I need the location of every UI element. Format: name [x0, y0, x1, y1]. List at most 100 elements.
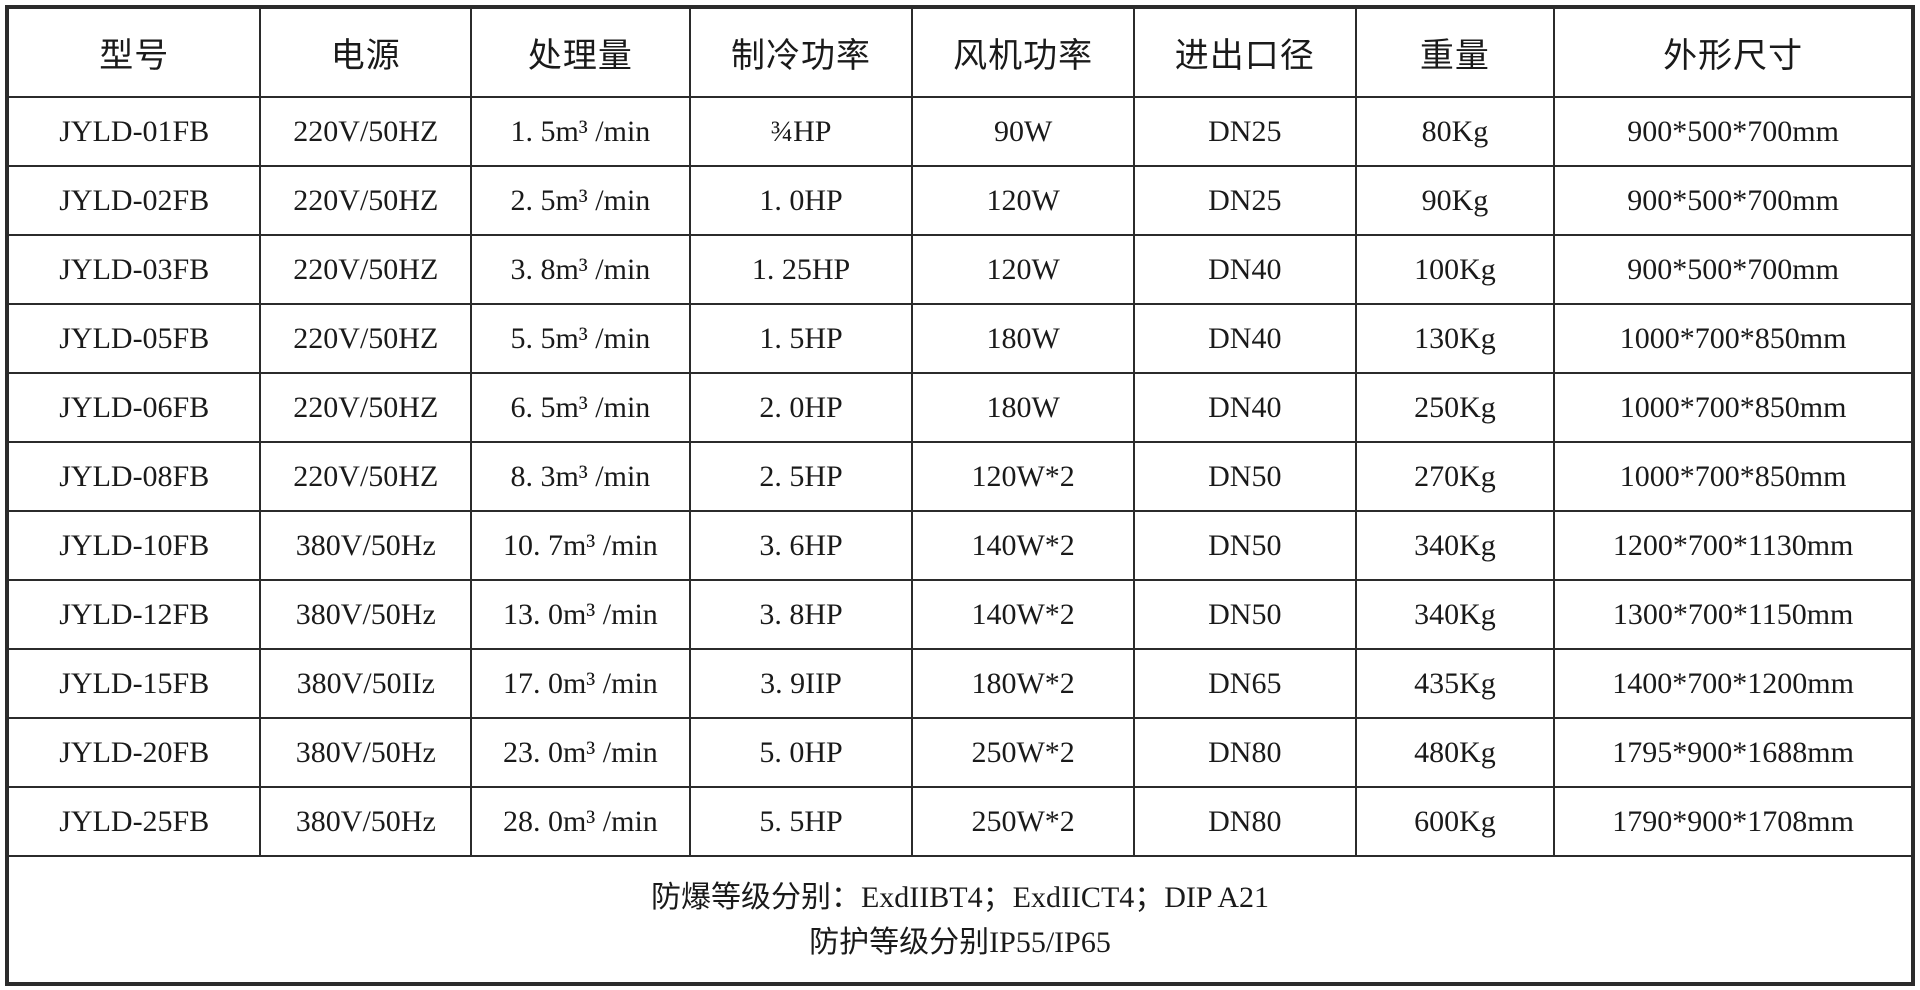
- cell-dimensions: 1000*700*850mm: [1553, 372, 1914, 443]
- column-header-capacity: 处理量: [470, 6, 691, 98]
- cell-capacity: 1. 5m³ /min: [470, 96, 691, 167]
- table-row: JYLD-05FB 220V/50HZ 5. 5m³ /min 1. 5HP 1…: [5, 303, 1914, 374]
- cell-port-diameter: DN25: [1132, 96, 1357, 167]
- cell-port-diameter: DN50: [1132, 579, 1357, 650]
- cell-cooling-power: 1. 25HP: [688, 234, 914, 305]
- cell-model: JYLD-25FB: [5, 786, 262, 857]
- cell-port-diameter: DN25: [1132, 165, 1357, 236]
- notes-row: 防爆等级分别：ExdIIBT4；ExdIICT4；DIP A21 防护等级分别I…: [6, 855, 1914, 985]
- cell-weight: 340Kg: [1354, 579, 1556, 650]
- column-header-power-supply: 电源: [259, 6, 473, 98]
- cell-capacity: 6. 5m³ /min: [470, 372, 691, 443]
- cell-capacity: 13. 0m³ /min: [470, 579, 691, 650]
- cell-dimensions: 1795*900*1688mm: [1553, 717, 1914, 788]
- cell-fan-power: 90W: [911, 96, 1135, 167]
- cell-cooling-power: 3. 9IIP: [688, 648, 914, 719]
- column-header-fan-power: 风机功率: [911, 6, 1135, 98]
- cell-dimensions: 1200*700*1130mm: [1553, 510, 1914, 581]
- cell-power-supply: 380V/50IIz: [259, 648, 473, 719]
- cell-capacity: 17. 0m³ /min: [470, 648, 691, 719]
- column-header-dimensions: 外形尺寸: [1553, 6, 1914, 98]
- cell-dimensions: 1000*700*850mm: [1553, 441, 1914, 512]
- cell-fan-power: 250W*2: [911, 717, 1135, 788]
- cell-cooling-power: 3. 6HP: [688, 510, 914, 581]
- cell-cooling-power: 1. 5HP: [688, 303, 914, 374]
- cell-fan-power: 180W: [911, 303, 1135, 374]
- cell-fan-power: 140W*2: [911, 579, 1135, 650]
- column-header-weight: 重量: [1354, 6, 1556, 98]
- cell-cooling-power: 2. 0HP: [688, 372, 914, 443]
- table-row: JYLD-15FB 380V/50IIz 17. 0m³ /min 3. 9II…: [5, 648, 1914, 719]
- cell-weight: 80Kg: [1354, 96, 1556, 167]
- cell-port-diameter: DN50: [1132, 510, 1357, 581]
- cell-capacity: 2. 5m³ /min: [470, 165, 691, 236]
- cell-port-diameter: DN40: [1132, 234, 1357, 305]
- cell-power-supply: 380V/50Hz: [259, 579, 473, 650]
- cell-capacity: 8. 3m³ /min: [470, 441, 691, 512]
- explosion-proof-grade-note: 防爆等级分别：ExdIIBT4；ExdIICT4；DIP A21: [650, 880, 1270, 914]
- cell-port-diameter: DN80: [1132, 786, 1357, 857]
- cell-weight: 250Kg: [1354, 372, 1556, 443]
- cell-cooling-power: ¾HP: [688, 96, 914, 167]
- cell-cooling-power: 5. 5HP: [688, 786, 914, 857]
- cell-fan-power: 180W: [911, 372, 1135, 443]
- cell-fan-power: 120W: [911, 234, 1135, 305]
- cell-port-diameter: DN40: [1132, 372, 1357, 443]
- table-row: JYLD-02FB 220V/50HZ 2. 5m³ /min 1. 0HP 1…: [5, 165, 1914, 236]
- cell-weight: 600Kg: [1354, 786, 1556, 857]
- cell-cooling-power: 5. 0HP: [688, 717, 914, 788]
- cell-power-supply: 380V/50Hz: [259, 717, 473, 788]
- cell-dimensions: 1400*700*1200mm: [1553, 648, 1914, 719]
- spec-table: 型号 电源 处理量 制冷功率 风机功率 进出口径 重量 外形尺寸 JYLD-01…: [5, 5, 1915, 986]
- cell-cooling-power: 3. 8HP: [688, 579, 914, 650]
- table-row: JYLD-20FB 380V/50Hz 23. 0m³ /min 5. 0HP …: [5, 717, 1914, 788]
- cell-weight: 270Kg: [1354, 441, 1556, 512]
- cell-model: JYLD-20FB: [5, 717, 262, 788]
- cell-cooling-power: 1. 0HP: [688, 165, 914, 236]
- cell-port-diameter: DN65: [1132, 648, 1357, 719]
- cell-dimensions: 900*500*700mm: [1553, 165, 1914, 236]
- cell-model: JYLD-05FB: [5, 303, 262, 374]
- protection-grade-note: 防护等级分别IP55/IP65: [809, 925, 1111, 959]
- cell-model: JYLD-06FB: [5, 372, 262, 443]
- cell-power-supply: 220V/50HZ: [259, 372, 473, 443]
- cell-power-supply: 220V/50HZ: [259, 165, 473, 236]
- column-header-model: 型号: [5, 6, 262, 98]
- cell-dimensions: 1000*700*850mm: [1553, 303, 1914, 374]
- notes-cell: 防爆等级分别：ExdIIBT4；ExdIICT4；DIP A21 防护等级分别I…: [6, 855, 1914, 985]
- table-row: JYLD-06FB 220V/50HZ 6. 5m³ /min 2. 0HP 1…: [5, 372, 1914, 443]
- cell-weight: 100Kg: [1354, 234, 1556, 305]
- table-row: JYLD-10FB 380V/50Hz 10. 7m³ /min 3. 6HP …: [5, 510, 1914, 581]
- cell-port-diameter: DN40: [1132, 303, 1357, 374]
- cell-capacity: 23. 0m³ /min: [470, 717, 691, 788]
- table-row: JYLD-25FB 380V/50Hz 28. 0m³ /min 5. 5HP …: [5, 786, 1914, 857]
- cell-port-diameter: DN50: [1132, 441, 1357, 512]
- cell-power-supply: 380V/50Hz: [259, 786, 473, 857]
- cell-model: JYLD-10FB: [5, 510, 262, 581]
- cell-weight: 90Kg: [1354, 165, 1556, 236]
- table-row: JYLD-12FB 380V/50Hz 13. 0m³ /min 3. 8HP …: [5, 579, 1914, 650]
- cell-model: JYLD-02FB: [5, 165, 262, 236]
- cell-power-supply: 220V/50HZ: [259, 303, 473, 374]
- cell-model: JYLD-12FB: [5, 579, 262, 650]
- cell-model: JYLD-08FB: [5, 441, 262, 512]
- cell-weight: 480Kg: [1354, 717, 1556, 788]
- column-header-port-diameter: 进出口径: [1132, 6, 1357, 98]
- cell-cooling-power: 2. 5HP: [688, 441, 914, 512]
- cell-dimensions: 900*500*700mm: [1553, 96, 1914, 167]
- cell-dimensions: 900*500*700mm: [1553, 234, 1914, 305]
- cell-power-supply: 220V/50HZ: [259, 441, 473, 512]
- cell-power-supply: 380V/50Hz: [259, 510, 473, 581]
- cell-fan-power: 140W*2: [911, 510, 1135, 581]
- cell-fan-power: 120W: [911, 165, 1135, 236]
- cell-weight: 435Kg: [1354, 648, 1556, 719]
- cell-weight: 130Kg: [1354, 303, 1556, 374]
- column-header-cooling-power: 制冷功率: [688, 6, 914, 98]
- header-row: 型号 电源 处理量 制冷功率 风机功率 进出口径 重量 外形尺寸: [5, 6, 1914, 98]
- cell-capacity: 3. 8m³ /min: [470, 234, 691, 305]
- cell-fan-power: 250W*2: [911, 786, 1135, 857]
- table-row: JYLD-03FB 220V/50HZ 3. 8m³ /min 1. 25HP …: [5, 234, 1914, 305]
- cell-power-supply: 220V/50HZ: [259, 96, 473, 167]
- table-row: JYLD-01FB 220V/50HZ 1. 5m³ /min ¾HP 90W …: [5, 96, 1914, 167]
